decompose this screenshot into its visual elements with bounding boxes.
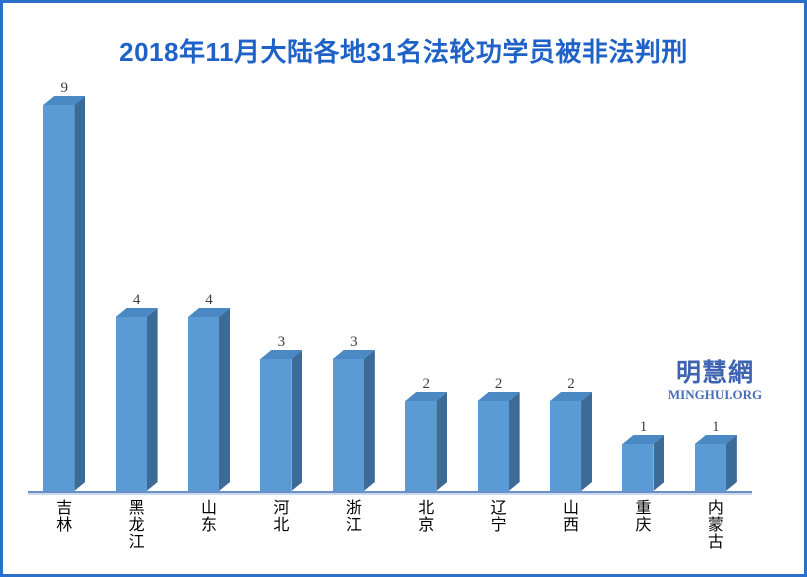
bar-column: 2 xyxy=(390,3,462,491)
category-label: 浙江 xyxy=(345,500,362,534)
bar-column: 2 xyxy=(462,3,534,491)
chart-title: 2018年11月大陆各地31名法轮功学员被非法判刑 xyxy=(119,37,688,67)
minghui-logo: 明慧網 MINGHUI.ORG xyxy=(667,360,763,402)
category-column: 浙江 xyxy=(318,500,390,551)
value-label: 2 xyxy=(567,376,575,392)
category-label: 山东 xyxy=(201,500,218,534)
bar xyxy=(477,392,520,491)
minghui-logo-chinese: 明慧網 xyxy=(675,360,754,387)
bar-front-face xyxy=(622,444,654,491)
value-label: 1 xyxy=(639,419,648,435)
bar-side-face xyxy=(653,435,664,491)
bar xyxy=(405,392,448,491)
bar-top-face xyxy=(622,435,665,444)
bar-column: 1 xyxy=(680,3,752,491)
bar-top-face xyxy=(43,96,86,105)
bar xyxy=(188,308,231,491)
bar-top-face xyxy=(694,435,737,444)
category-column: 重庆 xyxy=(607,500,679,551)
bar-column: 4 xyxy=(100,3,172,491)
bar-front-face xyxy=(115,317,147,491)
bar xyxy=(550,392,593,491)
category-column: 内蒙古 xyxy=(680,500,752,551)
value-label: 4 xyxy=(205,292,213,308)
bar-front-face xyxy=(405,401,437,491)
category-label: 重庆 xyxy=(635,500,652,534)
bar xyxy=(694,435,737,491)
bar-side-face xyxy=(364,350,375,491)
category-column: 山东 xyxy=(173,500,245,551)
value-label: 9 xyxy=(60,80,68,96)
bar-front-face xyxy=(260,359,292,491)
value-label: 3 xyxy=(277,334,286,350)
bar-side-face xyxy=(74,96,85,491)
bar-front-face xyxy=(477,401,509,491)
category-column: 辽宁 xyxy=(462,500,534,551)
bar-top-face xyxy=(550,392,593,401)
bar-side-face xyxy=(726,435,737,491)
bar-side-face xyxy=(147,308,158,491)
category-column: 吉林 xyxy=(28,500,100,551)
bar-top-face xyxy=(477,392,520,401)
bar xyxy=(332,350,375,491)
bar-top-face xyxy=(405,392,448,401)
category-labels-row: 吉林 黑龙江 山东 河北 浙江 北京 辽宁 山西 重庆 内蒙古 xyxy=(28,500,752,551)
value-label: 2 xyxy=(494,376,503,392)
bar-front-face xyxy=(550,401,582,491)
minghui-logo-english: MINGHUI.ORG xyxy=(667,387,763,402)
category-label: 山西 xyxy=(563,500,580,534)
category-label: 辽宁 xyxy=(490,500,507,534)
category-label: 河北 xyxy=(273,500,290,534)
value-label: 4 xyxy=(132,292,141,308)
category-label: 黑龙江 xyxy=(128,500,145,551)
category-label: 北京 xyxy=(418,500,435,534)
bar-side-face xyxy=(581,392,592,491)
bar xyxy=(260,350,303,491)
value-label: 3 xyxy=(350,334,358,350)
bar-column: 4 xyxy=(173,3,245,491)
bar-front-face xyxy=(188,317,220,491)
bar-column: 3 xyxy=(245,3,317,491)
bar xyxy=(115,308,158,491)
category-column: 北京 xyxy=(390,500,462,551)
bar-top-face xyxy=(260,350,303,359)
bar-column: 9 xyxy=(28,3,100,491)
bar xyxy=(622,435,665,491)
bar-side-face xyxy=(509,392,520,491)
x-axis-line xyxy=(28,491,752,493)
bar-side-face xyxy=(219,308,230,491)
bar-top-face xyxy=(115,308,158,317)
bar-top-face xyxy=(332,350,375,359)
bars-row: 9 4 4 3 3 2 2 2 1 1 xyxy=(28,3,752,491)
bar xyxy=(43,96,86,491)
bar-front-face xyxy=(43,105,75,491)
bar-side-face xyxy=(291,350,302,491)
bar-side-face xyxy=(436,392,447,491)
category-column: 山西 xyxy=(535,500,607,551)
bar-column: 3 xyxy=(318,3,390,491)
bar-column: 2 xyxy=(535,3,607,491)
bar-column: 1 xyxy=(607,3,679,491)
category-column: 黑龙江 xyxy=(100,500,172,551)
bar-front-face xyxy=(332,359,364,491)
category-column: 河北 xyxy=(245,500,317,551)
value-label: 2 xyxy=(422,376,430,392)
bar-front-face xyxy=(694,444,726,491)
category-label: 吉林 xyxy=(56,500,73,534)
category-label: 内蒙古 xyxy=(707,500,724,551)
value-label: 1 xyxy=(712,419,720,435)
bar-top-face xyxy=(188,308,231,317)
